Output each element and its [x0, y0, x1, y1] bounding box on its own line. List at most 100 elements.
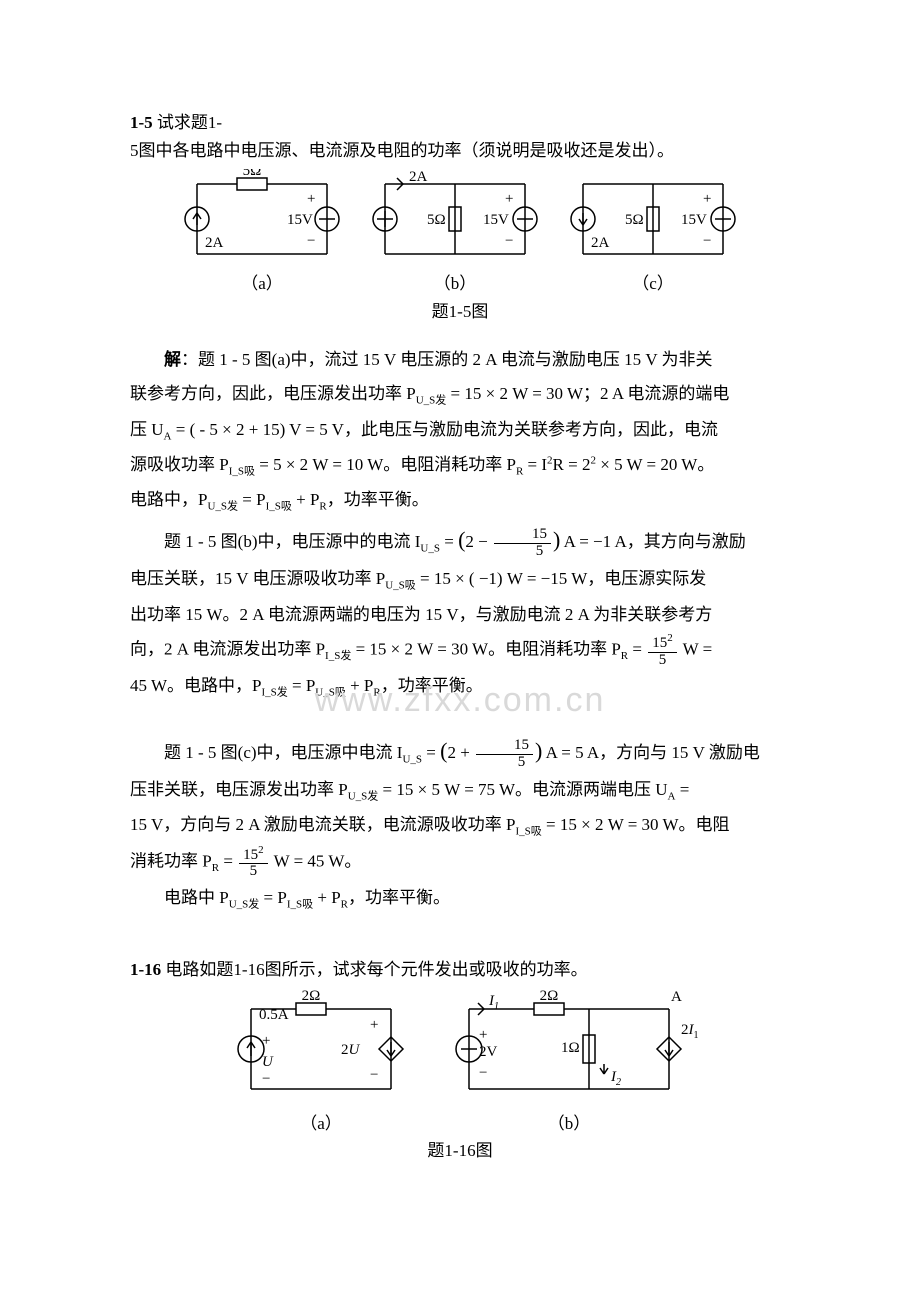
t: 消耗功率 P — [130, 851, 212, 870]
sublabel-b: （b） — [434, 271, 477, 297]
circuit-b-svg: 2A 5Ω + 15V − — [365, 169, 545, 269]
sol-p2a: 题 1 - 5 图(b)中，电压源中的电流 IU_S = (2 − 155) A… — [130, 519, 790, 561]
figure-1-5-row: 5Ω + 15V − 2A （a） 2A 5Ω — [130, 169, 790, 297]
fraction: 155 — [494, 527, 551, 560]
r-label: 5Ω — [625, 212, 644, 228]
t: + P — [292, 490, 320, 509]
sub: A — [668, 790, 676, 802]
v-label: 15V — [483, 212, 509, 228]
t: 15 — [243, 847, 258, 863]
t: + P — [313, 888, 341, 907]
t: = 5 × 2 W = 10 W。电阻消耗功率 P — [255, 455, 516, 474]
t: 题 1 - 5 图(b)中，电压源中的电流 I — [164, 532, 420, 551]
figure-1-5-caption: 题1-5图 — [130, 299, 790, 325]
sublabel-c: （c） — [632, 271, 674, 297]
t: = P — [288, 676, 316, 695]
sub: I_S吸 — [516, 826, 542, 838]
a-label: A — [671, 989, 682, 1005]
i-label: 0.5A — [259, 1007, 289, 1023]
sol-p3a: 题 1 - 5 图(c)中，电压源中电流 IU_S = (2 + 155) A … — [130, 730, 790, 772]
t: 2 − — [465, 532, 492, 551]
sol-p3d: 消耗功率 PR = 1525 W = 45 W。 — [130, 845, 790, 881]
minus: − — [703, 233, 711, 249]
num: 15 — [476, 738, 533, 755]
v-label: 2V — [479, 1044, 498, 1060]
minus: − — [370, 1067, 378, 1083]
problem-1-16-heading: 1-16 电路如题1-16图所示，试求每个元件发出或吸收的功率。 — [130, 957, 790, 983]
t: = 15 × 2 W = 30 W；2 A 电流源的端电 — [446, 384, 729, 403]
plus: + — [370, 1017, 378, 1033]
sup: 2 — [667, 632, 673, 644]
t: = 15 × 5 W = 75 W。电流源两端电压 U — [378, 780, 667, 799]
sub: U_S发 — [207, 501, 238, 513]
problem-1-5-heading: 1-5 试求题1- — [130, 110, 790, 136]
i-label: 2A — [409, 169, 428, 185]
sol-label: 解 — [164, 350, 181, 369]
sub: R — [212, 862, 219, 874]
plus: + — [703, 191, 711, 207]
plus: + — [307, 191, 315, 207]
t: 45 W。电路中，P — [130, 676, 261, 695]
circuit-c-svg: 2A 5Ω + 15V − — [563, 169, 743, 269]
t: = — [422, 743, 440, 762]
sub: R — [341, 898, 348, 910]
den: 5 — [239, 864, 268, 880]
t: W = — [679, 639, 713, 658]
sub: U_S — [402, 754, 422, 766]
t: 电路中 P — [164, 888, 229, 907]
sol-p1d: 源吸收功率 PI_S吸 = 5 × 2 W = 10 W。电阻消耗功率 PR =… — [130, 449, 790, 482]
t: = P — [259, 888, 287, 907]
fraction: 155 — [476, 738, 533, 771]
t: 15 — [652, 635, 667, 651]
t: = 15 × 2 W = 30 W。电阻消耗功率 P — [351, 639, 620, 658]
sub: U_S发 — [416, 395, 447, 407]
t: 压 U — [130, 420, 164, 439]
num: 152 — [648, 633, 677, 653]
t: = — [676, 780, 690, 799]
plus: + — [479, 1027, 487, 1043]
t: 题 1 - 5 图(c)中，电压源中电流 I — [164, 743, 402, 762]
num: 15 — [494, 527, 551, 544]
t: A = 5 A，方向与 15 V 激励电 — [542, 743, 760, 762]
sup: 2 — [258, 844, 264, 856]
figure-1-5-b: 2A 5Ω + 15V − （b） — [365, 169, 545, 297]
v-label: 15V — [681, 212, 707, 228]
figure-1-16-b: I1 2Ω + 2V − 1Ω A 2I1 I2 （b） — [439, 989, 699, 1137]
i2-label: I2 — [610, 1069, 621, 1088]
t: 联参考方向，因此，电压源发出功率 P — [130, 384, 416, 403]
sublabel-a: （a） — [300, 1111, 342, 1137]
t: = — [219, 851, 237, 870]
t: R = 2 — [553, 455, 591, 474]
fraction: 1525 — [239, 845, 268, 881]
t: = — [440, 532, 458, 551]
solution-1-5: 解：题 1 - 5 图(a)中，流过 15 V 电压源的 2 A 电流与激励电压… — [130, 344, 790, 915]
sol-p1b: 联参考方向，因此，电压源发出功率 PU_S发 = 15 × 2 W = 30 W… — [130, 378, 790, 411]
figure-1-16-caption: 题1-16图 — [130, 1138, 790, 1164]
sub: I_S发 — [325, 650, 351, 662]
sub: I_S发 — [261, 687, 287, 699]
minus: − — [505, 233, 513, 249]
sub: R — [373, 687, 380, 699]
sol-p1c: 压 UA = ( - 5 × 2 + 15) V = 5 V，此电压与激励电流为… — [130, 414, 790, 447]
t: = 15 × ( −1) W = −15 W，电压源实际发 — [416, 569, 707, 588]
sub: U_S — [420, 543, 440, 555]
u-label: U — [262, 1054, 274, 1070]
figure-1-16-a: 0.5A 2Ω + U − + 2U − （a） — [221, 989, 421, 1137]
sub: U_S发 — [229, 898, 260, 910]
sol-p2c: 出功率 15 W。2 A 电流源两端的电压为 15 V，与激励电流 2 A 为非… — [130, 599, 790, 631]
v-label: 15V — [287, 212, 313, 228]
sub: I_S吸 — [266, 501, 292, 513]
r-label: 5Ω — [427, 212, 446, 228]
document-page: 1-5 试求题1- 5图中各电路中电压源、电流源及电阻的功率（须说明是吸收还是发… — [0, 0, 920, 1204]
den: 5 — [476, 755, 533, 771]
t: = P — [238, 490, 266, 509]
t: ，功率平衡。 — [327, 490, 429, 509]
sublabel-a: （a） — [241, 271, 283, 297]
figure-1-5-c: 2A 5Ω + 15V − （c） — [563, 169, 743, 297]
den: 5 — [648, 653, 677, 669]
r-label: 5Ω — [243, 169, 262, 179]
t: 电路中，P — [130, 490, 207, 509]
fraction: 1525 — [648, 633, 677, 669]
sol-p3e: 电路中 PU_S发 = PI_S吸 + PR，功率平衡。 — [130, 882, 790, 915]
circuit-1-16-a-svg: 0.5A 2Ω + U − + 2U − — [221, 989, 421, 1109]
